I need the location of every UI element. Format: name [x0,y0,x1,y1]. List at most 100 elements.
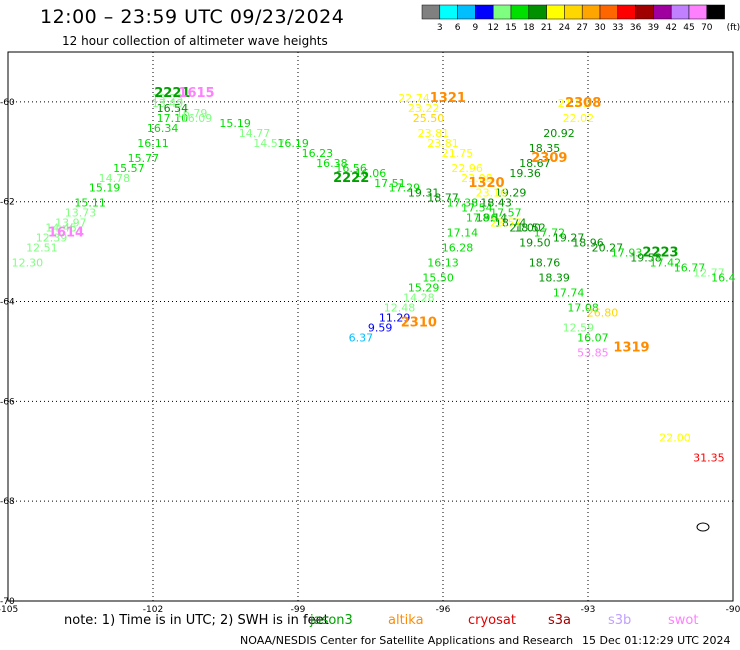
x-tick-label: -90 [726,605,740,615]
wave-height-value: 22.00 [659,431,691,444]
time-label: 2223 [642,246,678,261]
time-label: 2310 [401,316,437,331]
wave-height-value: 6.37 [349,331,374,344]
colorbar-swatch [546,4,565,20]
colorbar-swatch [617,4,636,20]
wave-height-value: 11.29 [379,312,411,325]
wave-height-value: 23.81 [427,137,459,150]
y-tick-label: -68 [0,497,15,507]
wave-height-value: 22.74 [398,92,430,105]
chart-subtitle: 12 hour collection of altimeter wave hei… [62,34,328,48]
colorbar-swatch [421,4,441,20]
island-outline [696,522,710,532]
colorbar-swatch [670,4,690,20]
wave-height-value: 16.23 [302,147,334,160]
colorbar-tick: 21 [541,23,552,33]
wave-height-value: 18.76 [529,257,561,270]
wave-height-value: 16.34 [147,122,179,135]
colorbar-swatch [457,4,476,20]
wave-height-value: 18.14 [476,212,508,225]
colorbar-tick: 24 [559,23,571,33]
wave-height-value: 12.77 [693,267,725,280]
wave-height-value: 22.02 [563,112,595,125]
x-tick-label: -102 [143,605,163,615]
wave-height-value: 12.39 [36,232,68,245]
colorbar-unit: (ft) [727,23,740,33]
wave-height-value: 16.54 [157,102,189,115]
wave-height-value: 16.06 [355,167,387,180]
wave-height-value: 53.85 [577,346,609,359]
credit-line: NOAA/NESDIS Center for Satellite Applica… [240,634,574,647]
wave-height-value: 14.77 [239,127,271,140]
wave-height-value: 19.58 [630,252,662,265]
wave-height-value: 14.45 [45,222,77,235]
colorbar-tick: 39 [648,23,660,33]
colorbar-swatch [564,4,583,20]
colorbar-tick: 3 [437,23,443,33]
wave-height-value: 12.48 [384,302,416,315]
generated-date: 15 Dec 01:12:29 UTC 2024 [582,634,731,647]
wave-height-value: 13.49 [152,97,184,110]
wave-height-value: 21.75 [442,147,474,160]
wave-height-value: 15.19 [89,182,121,195]
wave-height-value: 15.29 [408,282,440,295]
time-label: 2309 [531,151,567,166]
y-tick-label: -64 [0,298,15,308]
colorbar-swatch [599,4,619,20]
wave-height-value: 21.00 [509,222,541,235]
wave-height-value: 16.4 [711,272,736,285]
colorbar-swatch [688,4,708,20]
wave-height-value: 26.80 [587,307,619,320]
wave-height-value: 18.43 [480,197,512,210]
wave-height-value: 16.07 [577,331,609,344]
colorbar-swatch [706,4,725,20]
colorbar-swatch [653,4,672,20]
wave-height-value: 23.08 [461,172,493,185]
wave-height-value: 13.23 [152,92,184,105]
colorbar-tick: 18 [523,23,535,33]
wave-height-value: 19.27 [553,232,585,245]
wave-height-value: 17.54 [461,202,493,215]
wave-height-value: 15.11 [74,197,106,210]
colorbar-tick: 30 [594,23,606,33]
wave-height-value: 15.19 [219,117,251,130]
wave-height-value: 18.35 [529,142,561,155]
wave-height-value: 13.97 [55,217,87,230]
colorbar-tick: 12 [487,23,498,33]
wave-height-value: 12.30 [12,257,44,270]
satellite-jason3: jason3 [310,613,353,628]
time-label: 2221 [154,86,190,101]
colorbar-swatch [439,4,458,20]
wave-height-value: 16.13 [427,257,459,270]
satellite-cryosat: cryosat [468,613,516,628]
wave-height-value: 15.57 [113,162,145,175]
colorbar: 3 6 9 12 15 18 21 24 27 30 33 36 39 42 45 70 (ft) [421,4,740,33]
footnote: note: 1) Time is in UTC; 2) SWH is in fe… [64,613,329,628]
satellite-s3b: s3b [608,613,632,628]
wave-height-value: 21.89 [558,97,590,110]
wave-height-value: 17.96 [466,212,498,225]
wave-height-value: 17.10 [157,112,189,125]
wave-height-value: 17.51 [374,177,406,190]
colorbar-swatch [528,4,547,20]
colorbar-swatch [635,4,654,20]
wave-height-value: 23.22 [408,102,440,115]
axis-ticks: -105 -102 -99 -96 -93 -90 -60 -62 -64 -66 -68 -70 [0,98,740,615]
colorbar-swatch [492,4,512,20]
wave-height-value: 16.56 [335,162,367,175]
wave-height-value: 16.77 [674,262,706,275]
time-label: 1614 [48,226,84,241]
wave-height-value: 23.16 [476,187,508,200]
wave-height-value: 15.50 [422,272,454,285]
wave-height-value: 19.36 [509,167,541,180]
wave-height-value: 18.77 [427,192,459,205]
y-tick-label: -60 [0,98,15,108]
wave-height-value: 14.28 [403,292,435,305]
wave-height-value: 18.96 [572,237,604,250]
wave-height-value: 17.42 [650,257,682,270]
wave-height-value: 20.92 [543,127,575,140]
colorbar-tick: 6 [455,23,461,33]
wave-height-value: 15.77 [128,152,160,165]
wave-height-value: 22.96 [451,162,483,175]
